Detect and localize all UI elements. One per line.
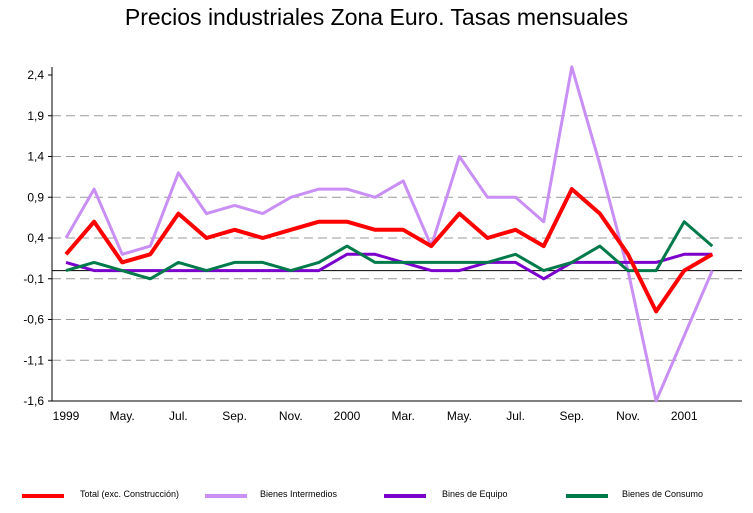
y-tick-label: -1,6 xyxy=(23,394,44,408)
x-tick-label: Sep. xyxy=(222,409,247,423)
y-tick-label: 0,9 xyxy=(27,190,44,204)
x-tick-label: Jul. xyxy=(506,409,525,423)
y-tick-label: -1,1 xyxy=(23,353,44,367)
legend: Total (exc. Construcción) Bienes Interme… xyxy=(0,486,753,506)
legend-swatch-total xyxy=(22,494,64,498)
legend-label-equipo: Bines de Equipo xyxy=(442,489,508,499)
x-tick-label: 2000 xyxy=(334,409,361,423)
tick-labels: 2,4 1,9 1,4 0,9 0,4 -0,1 -0,6 -1,1 -1,6 1999 May. J… xyxy=(23,68,698,423)
x-tick-label: May. xyxy=(110,409,135,423)
x-tick-label: 1999 xyxy=(53,409,80,423)
y-tick-label: 1,9 xyxy=(27,109,44,123)
x-tick-label: Nov. xyxy=(616,409,640,423)
y-tick-label: 2,4 xyxy=(27,68,44,82)
y-tick-label: -0,1 xyxy=(23,272,44,286)
legend-swatch-equipo xyxy=(384,494,426,498)
x-tick-label: Mar. xyxy=(392,409,415,423)
x-tick-label: May. xyxy=(447,409,472,423)
axes xyxy=(48,67,742,402)
series-line-0 xyxy=(64,187,714,314)
x-tick-label: 2001 xyxy=(671,409,698,423)
chart-title: Precios industriales Zona Euro. Tasas me… xyxy=(124,4,629,30)
legend-label-total: Total (exc. Construcción) xyxy=(80,489,180,499)
series-line-1 xyxy=(64,65,714,403)
legend-swatch-consumo xyxy=(566,494,608,498)
series-line-3 xyxy=(65,220,714,281)
legend-label-consumo: Bienes de Consumo xyxy=(622,489,704,499)
series-lines xyxy=(64,65,714,403)
legend-swatch-intermedios xyxy=(205,494,247,498)
legend-label-intermedios: Bienes Intermedios xyxy=(260,489,338,499)
x-tick-label: Jul. xyxy=(169,409,188,423)
y-tick-label: -0,6 xyxy=(23,313,44,327)
x-tick-label: Nov. xyxy=(279,409,303,423)
series-line-2 xyxy=(65,252,713,281)
y-tick-label: 1,4 xyxy=(27,150,44,164)
grid-lines xyxy=(52,115,742,402)
y-tick-label: 0,4 xyxy=(27,231,44,245)
x-tick-label: Sep. xyxy=(559,409,584,423)
